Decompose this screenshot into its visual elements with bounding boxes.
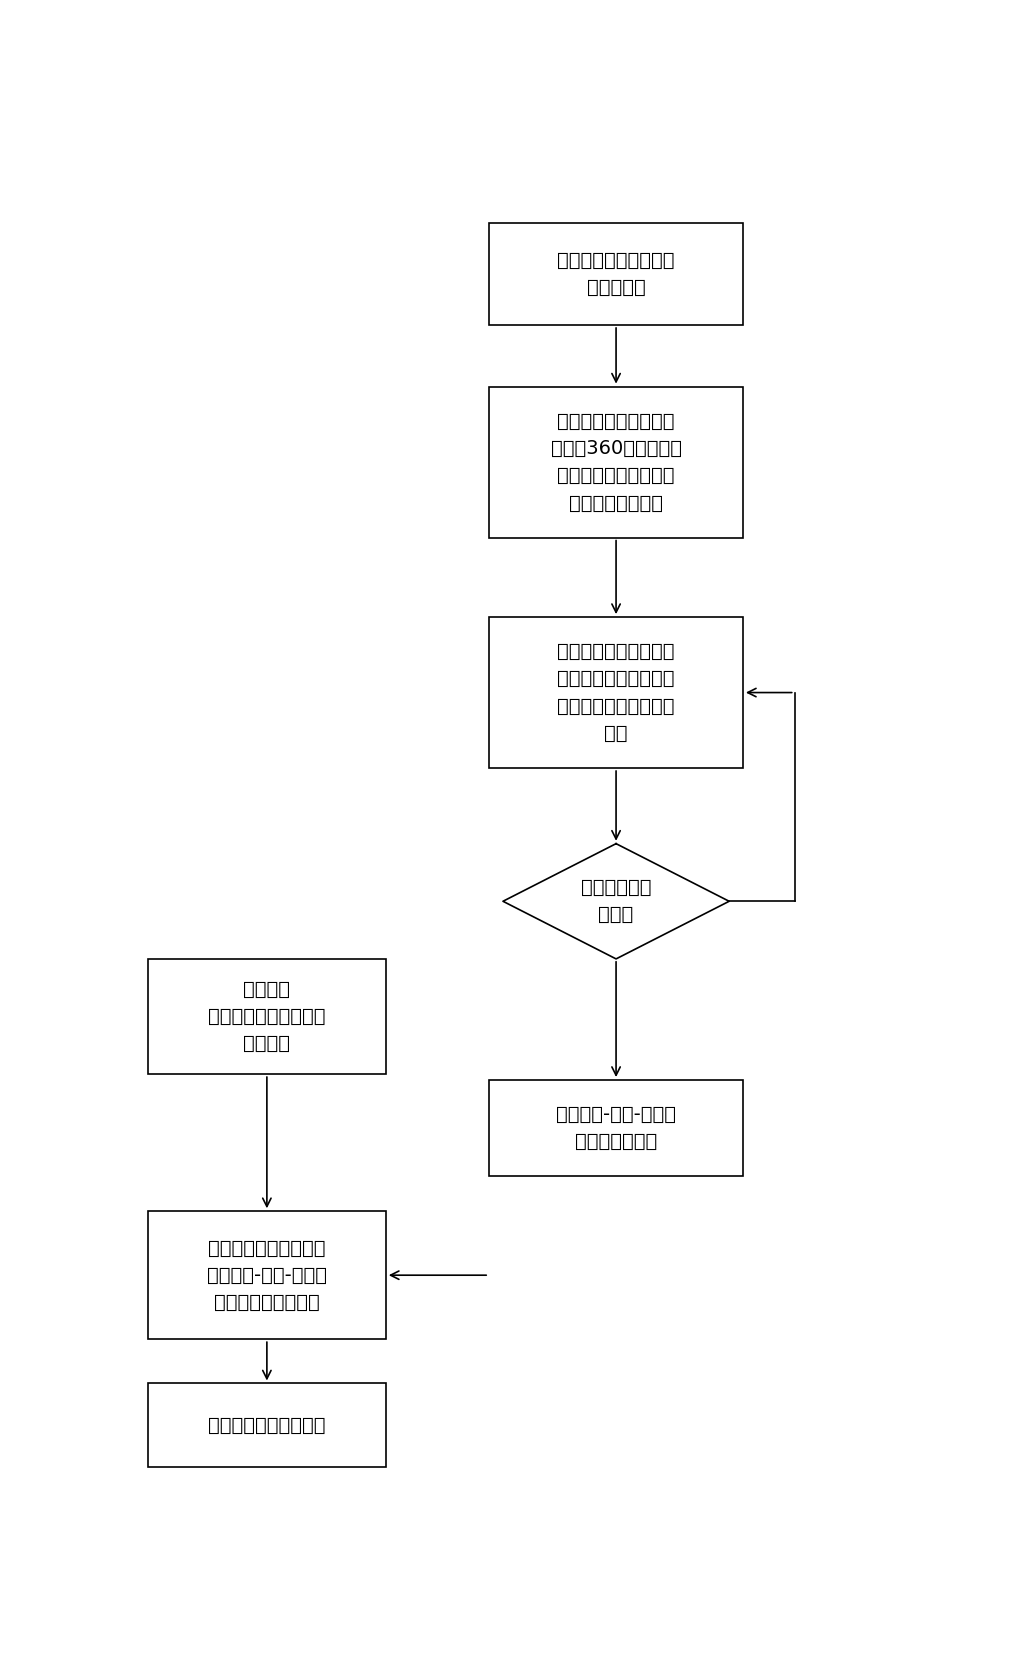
Text: 所有矩阵点标
定完成: 所有矩阵点标 定完成: [581, 878, 651, 925]
FancyBboxPatch shape: [489, 223, 743, 324]
Text: 输出观测地点的距离值: 输出观测地点的距离值: [208, 1415, 326, 1435]
Text: 光电探测
输出伺服设备的方位和
俯仰数据: 光电探测 输出伺服设备的方位和 俯仰数据: [208, 980, 326, 1053]
FancyBboxPatch shape: [147, 960, 386, 1074]
Text: 根据地面遥感影像图上
的地物特征，用光电视
频找到并对准每一个矩
阵点: 根据地面遥感影像图上 的地物特征，用光电视 频找到并对准每一个矩 阵点: [557, 642, 675, 743]
FancyBboxPatch shape: [489, 386, 743, 537]
FancyBboxPatch shape: [489, 617, 743, 768]
FancyBboxPatch shape: [147, 1384, 386, 1467]
Text: 根据光电转台安装位置
点生成360度等分的方
位距离数据矩阵点，并
在地图上标示出来: 根据光电转台安装位置 点生成360度等分的方 位距离数据矩阵点，并 在地图上标示…: [551, 412, 682, 512]
FancyBboxPatch shape: [147, 1211, 386, 1339]
Text: 生成俯仰-距离-方位映
射标定数据矩阵: 生成俯仰-距离-方位映 射标定数据矩阵: [556, 1104, 676, 1151]
FancyBboxPatch shape: [489, 1079, 743, 1176]
Polygon shape: [503, 843, 729, 960]
Text: 在地图上标注光电转台
安装位置点: 在地图上标注光电转台 安装位置点: [557, 251, 675, 298]
Text: 根据方位和俯仰数据，
通过俯仰-距离-方位映
射标定数据矩阵计算: 根据方位和俯仰数据， 通过俯仰-距离-方位映 射标定数据矩阵计算: [207, 1239, 327, 1312]
